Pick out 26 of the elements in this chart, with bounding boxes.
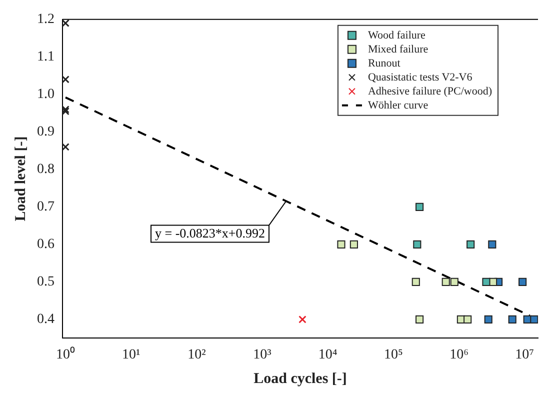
x-tick-label: 10⁵ bbox=[384, 347, 403, 362]
x-tick-label: 10⁶ bbox=[450, 347, 469, 362]
y-tick-label: 0.8 bbox=[37, 162, 54, 178]
legend-label: Wood failure bbox=[368, 29, 426, 42]
x-tick-label: 10³ bbox=[253, 347, 272, 362]
legend-label: Wöhler curve bbox=[368, 99, 428, 112]
y-tick-label: 0.7 bbox=[37, 200, 54, 215]
x-axis-title: Load cycles [-] bbox=[254, 370, 347, 387]
y-tick-label: 0.9 bbox=[37, 124, 54, 140]
annotation: y = -0.0823*x+0.992 bbox=[154, 226, 265, 241]
y-axis-title: Load level [-] bbox=[12, 136, 29, 222]
y-tick-label: 1.1 bbox=[37, 50, 54, 65]
x-tick-label: 10⁰ bbox=[56, 346, 75, 362]
y-tick-label: 0.5 bbox=[37, 274, 54, 290]
legend-label: Runout bbox=[368, 57, 400, 70]
x-tick-label: 10² bbox=[188, 347, 206, 362]
y-tick-label: 0.6 bbox=[37, 237, 54, 252]
y-tick-label: 1.2 bbox=[37, 12, 54, 28]
legend-label: Mixed failure bbox=[368, 43, 428, 56]
y-tick-label: 0.4 bbox=[37, 312, 54, 328]
x-tick-label: 10⁴ bbox=[318, 347, 338, 362]
x-tick-label: 10⁷ bbox=[515, 347, 534, 362]
y-tick-label: 1.0 bbox=[37, 87, 54, 102]
legend-label: Quasistatic tests V2-V6 bbox=[368, 71, 473, 84]
x-tick-label: 10¹ bbox=[122, 347, 140, 362]
legend-label: Adhesive failure (PC/wood) bbox=[368, 85, 492, 98]
